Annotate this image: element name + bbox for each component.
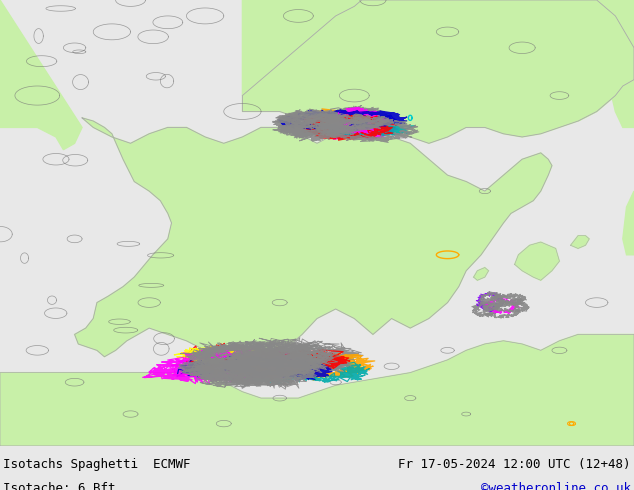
Polygon shape — [571, 236, 589, 248]
Polygon shape — [75, 118, 552, 367]
Polygon shape — [474, 268, 489, 280]
Text: Fr 17-05-2024 12:00 UTC (12+48): Fr 17-05-2024 12:00 UTC (12+48) — [398, 458, 631, 471]
Polygon shape — [0, 0, 82, 150]
Polygon shape — [0, 335, 634, 446]
Text: Isotachs Spaghetti  ECMWF: Isotachs Spaghetti ECMWF — [3, 458, 191, 471]
Polygon shape — [0, 382, 410, 446]
Polygon shape — [242, 0, 634, 144]
Polygon shape — [623, 191, 634, 255]
Polygon shape — [608, 0, 634, 127]
Polygon shape — [515, 242, 559, 280]
Text: ©weatheronline.co.uk: ©weatheronline.co.uk — [481, 482, 631, 490]
Polygon shape — [242, 0, 634, 121]
Text: Isotache: 6 Bft: Isotache: 6 Bft — [3, 482, 115, 490]
